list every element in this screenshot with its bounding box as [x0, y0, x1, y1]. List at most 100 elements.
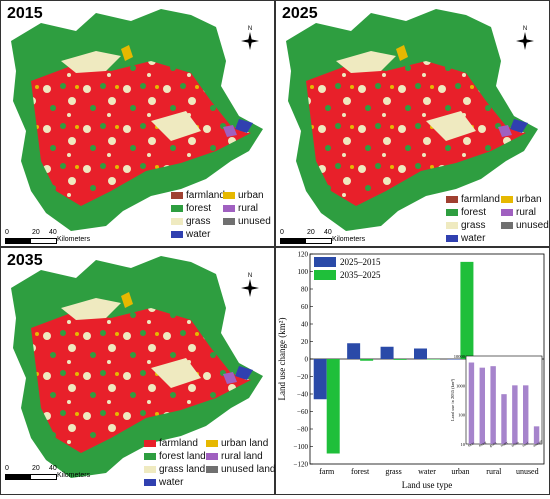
inset-x-tick-label: unused [532, 439, 543, 448]
bar-water-series-1 [427, 359, 440, 360]
bar-water-series-0 [414, 348, 427, 359]
legend-forest: forest land [159, 451, 206, 462]
inset-y-tick-label: 10 [461, 442, 466, 447]
inset-x-tick-label: grass [489, 440, 498, 447]
legend-rural: rural [238, 203, 259, 214]
legend-label: 2035–2025 [340, 270, 381, 280]
map-panel-2015: 2015 N farmland forest grass water urban… [0, 0, 275, 247]
scale-unit: Kilometers [57, 472, 91, 479]
legend-forest: forest [186, 203, 212, 214]
inset-y-tick-label: 10000 [454, 354, 466, 359]
legend-label: 2025–2015 [340, 257, 381, 267]
inset-y-axis-title: Land use in 2035 (km²) [450, 378, 455, 421]
scale-tick-40: 40 [49, 465, 57, 472]
legend-forest: forest [461, 207, 487, 218]
legend-swatch [314, 270, 336, 280]
svg-text:N: N [523, 26, 527, 32]
inset-x-tick-label: urban [511, 440, 520, 448]
legend-farmland: farmland [186, 190, 225, 201]
y-tick-label: −100 [294, 443, 309, 451]
inset-bar-urban [512, 385, 518, 444]
legend-swatch [314, 257, 336, 267]
y-tick-label: 80 [301, 286, 309, 294]
scale-tick-20: 20 [32, 465, 40, 472]
legend-unused: unused land [221, 464, 276, 475]
legend-grass: grass [186, 216, 211, 227]
scale-unit: Kilometers [57, 236, 91, 243]
y-tick-label: −60 [297, 408, 308, 416]
y-tick-label: −120 [294, 461, 309, 469]
legend-unused: unused [238, 216, 271, 227]
map-panel-2025: 2025 N farmland forest grass water urban… [275, 0, 550, 247]
inset-bar-unused [533, 426, 540, 444]
y-tick-label: 120 [298, 251, 309, 259]
x-tick-label: urban [451, 467, 469, 476]
scale-tick-20: 20 [307, 229, 315, 236]
north-arrow-icon: N [238, 23, 262, 56]
scale-tick-40: 40 [49, 229, 57, 236]
year-label: 2035 [7, 252, 43, 269]
map-panel-2035: 2035 N farmland forest land grass land w… [0, 247, 276, 495]
y-tick-label: 20 [301, 338, 309, 346]
legend-urban: urban land [221, 438, 269, 449]
y-tick-label: 40 [301, 321, 309, 329]
scale-unit: Kilometers [332, 236, 366, 243]
x-axis-title: Land use type [402, 480, 452, 490]
scale-tick-0: 0 [5, 465, 9, 472]
bar-farm-series-1 [326, 359, 340, 454]
y-tick-label: 60 [301, 303, 309, 311]
inset-x-tick-label: water [500, 440, 509, 448]
legend-urban: urban [516, 194, 542, 205]
scale-tick-0: 0 [5, 229, 9, 236]
x-tick-label: unused [516, 467, 539, 476]
svg-text:N: N [248, 273, 252, 279]
year-label: 2015 [7, 5, 43, 22]
y-axis-title: Land use change (km²) [277, 318, 287, 401]
inset-y-tick-label: 1000 [456, 383, 466, 388]
legend-farmland: farmland [461, 194, 500, 205]
legend-farmland: farmland [159, 438, 198, 449]
legend-rural: rural land [221, 451, 263, 462]
inset-x-tick-label: forest [478, 440, 487, 447]
x-tick-label: water [418, 467, 436, 476]
x-tick-label: grass [385, 467, 401, 476]
chart-panel: −120 −100 −80 −60 −40 −20 0 20 40 60 80 100 120 farm f… [275, 247, 550, 495]
y-tick-label: −40 [297, 391, 308, 399]
bar-grass-series-1 [393, 359, 407, 360]
bar-grass-series-0 [380, 346, 394, 359]
year-label: 2025 [282, 5, 318, 22]
legend-water: water [159, 477, 184, 488]
x-tick-label: rural [486, 467, 502, 476]
y-tick-label: 0 [305, 356, 309, 364]
x-tick-label: farm [319, 467, 335, 476]
legend-unused: unused [516, 220, 549, 231]
bar-urban-series-1 [460, 261, 474, 359]
inset-bar-forest [479, 367, 485, 444]
inset-x-tick-label: farm [467, 441, 475, 448]
inset-bar-grass [490, 366, 496, 444]
y-tick-label: −80 [297, 426, 308, 434]
legend-rural: rural [516, 207, 537, 218]
scale-tick-40: 40 [324, 229, 332, 236]
north-arrow-icon: N [513, 23, 537, 56]
inset-y-tick-label: 100 [458, 413, 466, 418]
north-arrow-icon: N [238, 270, 262, 303]
y-tick-label: −20 [297, 373, 308, 381]
inset-bar-water [501, 394, 507, 444]
legend-water: water [186, 229, 211, 240]
inset-bar-rural [523, 385, 529, 444]
scale-tick-0: 0 [280, 229, 284, 236]
legend-water: water [461, 233, 486, 244]
bar-farm-series-0 [313, 359, 327, 400]
legend-urban: urban [238, 190, 264, 201]
legend-grass: grass [461, 220, 486, 231]
bar-forest-series-0 [347, 343, 361, 359]
inset-x-tick-label: rural [522, 441, 530, 448]
north-label: N [248, 26, 252, 32]
scale-tick-20: 20 [32, 229, 40, 236]
inset-bar-farm [468, 362, 475, 444]
y-tick-label: 100 [298, 268, 309, 276]
bar-urban-series-0 [447, 359, 461, 360]
x-tick-label: forest [351, 467, 370, 476]
